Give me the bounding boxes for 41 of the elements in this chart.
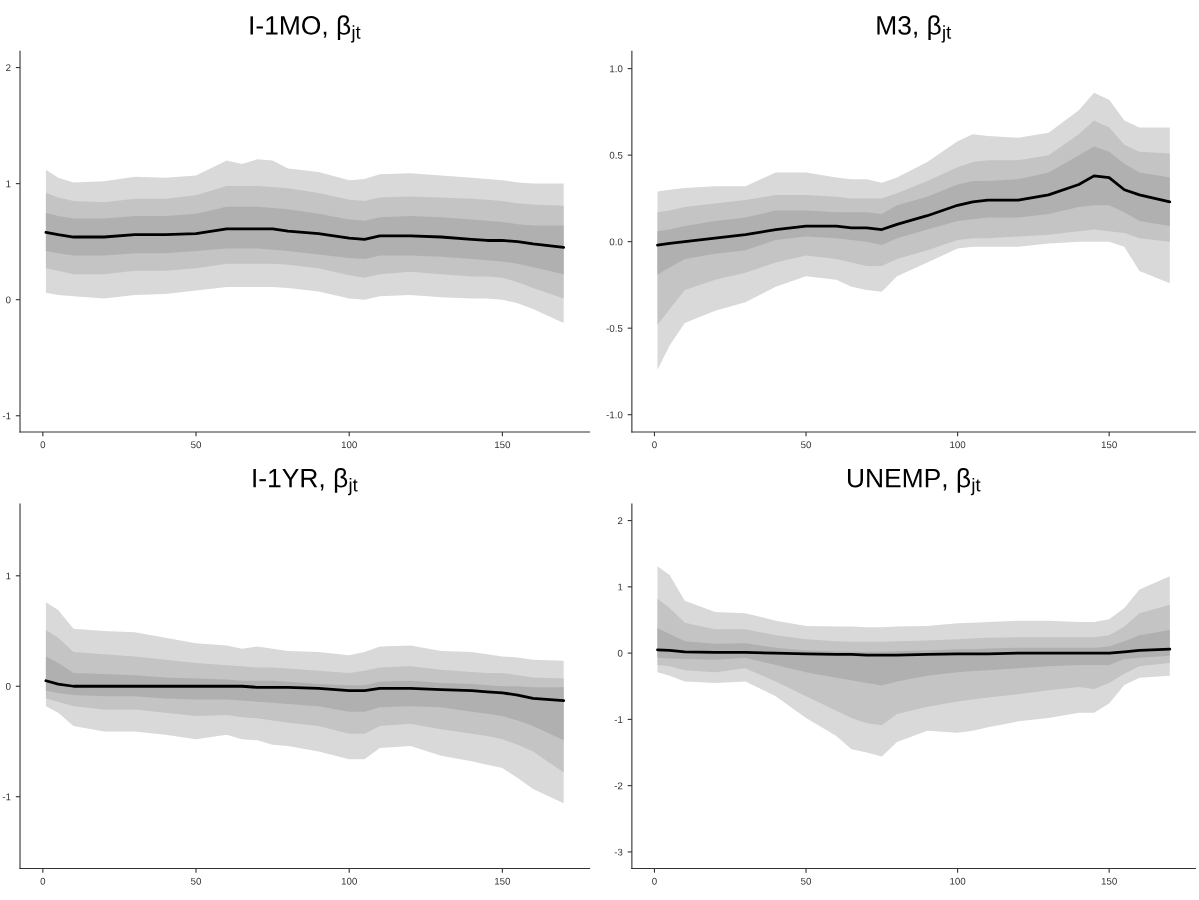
x-tick-label: 0 [40, 877, 46, 885]
y-tick-label: -1 [2, 412, 11, 420]
x-tick-label: 0 [652, 441, 657, 449]
chart-title: I-1MO, β$_{jt}$ [250, 15, 361, 43]
y-tick-label: 0.5 [609, 151, 623, 159]
line-series [656, 174, 1172, 247]
y-tick-label: 1.0 [610, 65, 623, 73]
y-tick-label: 1 [6, 572, 11, 580]
x-tick-label: 50 [801, 441, 812, 449]
y-tick-label: 2 [6, 64, 11, 72]
x-tick-label: 150 [1101, 441, 1117, 449]
y-tick-label: -3 [614, 848, 623, 856]
chart-title: M3, β$_{jt}$ [877, 15, 952, 43]
x-tick-label: 50 [191, 441, 202, 449]
y-tick-label: -1 [2, 793, 11, 801]
y-tick-label: -2 [614, 782, 623, 790]
y-tick-label: -1.0 [606, 411, 623, 419]
x-tick-label: 50 [191, 877, 202, 885]
chart-title: I-1YR, β$_{jt}$ [253, 468, 358, 496]
line-series [44, 227, 566, 249]
x-tick-label: 100 [950, 441, 966, 449]
y-tick-label: 1 [6, 180, 11, 188]
x-tick-label: 100 [341, 441, 357, 449]
x-tick-label: 100 [341, 877, 357, 885]
x-tick-label: 50 [801, 877, 812, 885]
x-tick-label: 0 [40, 441, 46, 449]
x-tick-label: 100 [950, 877, 966, 885]
y-tick-label: -0.5 [606, 324, 623, 332]
y-tick-label: 0 [617, 649, 623, 657]
x-tick-label: 0 [652, 877, 657, 885]
y-tick-label: 0 [5, 296, 11, 304]
y-tick-label: 0 [5, 682, 11, 690]
x-tick-label: 150 [1101, 877, 1117, 885]
y-tick-label: 0.0 [609, 238, 623, 246]
line-series [44, 679, 566, 702]
y-tick-label: 1 [618, 583, 623, 591]
x-tick-label: 150 [495, 877, 511, 885]
chart-title: UNEMP, β$_{jt}$ [847, 468, 981, 496]
y-tick-label: -1 [614, 716, 623, 723]
y-tick-label: 2 [617, 517, 623, 525]
x-tick-label: 150 [495, 441, 511, 449]
